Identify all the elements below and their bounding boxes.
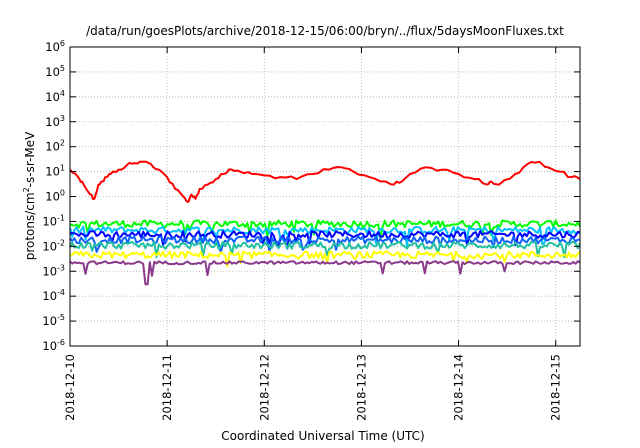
y-tick-exponent: 6	[60, 39, 65, 48]
y-tick-label: 10-2	[42, 238, 65, 253]
y-tick-label: 10-6	[42, 338, 65, 353]
x-tick-label: 2018-12-14	[452, 354, 466, 421]
x-tick-label: 2018-12-13	[354, 354, 368, 421]
y-tick-label: 101	[45, 164, 65, 179]
chart-title: /data/run/goesPlots/archive/2018-12-15/0…	[86, 24, 564, 38]
y-tick-base: 10	[45, 65, 60, 79]
y-tick-base: 10	[42, 264, 57, 278]
y-tick-exponent: -5	[57, 313, 65, 322]
y-tick-exponent: 3	[60, 114, 65, 123]
y-tick-base: 10	[45, 190, 60, 204]
y-tick-label: 100	[45, 189, 65, 204]
y-tick-exponent: -4	[57, 288, 65, 297]
y-tick-base: 10	[45, 40, 60, 54]
y-tick-exponent: -6	[57, 338, 65, 347]
y-tick-label: 10-1	[42, 213, 65, 228]
y-tick-label: 10-5	[42, 313, 65, 328]
grid-lines	[70, 47, 580, 346]
y-tick-label: 10-4	[42, 288, 65, 303]
y-tick-base: 10	[45, 90, 60, 104]
y-tick-exponent: 1	[60, 164, 65, 173]
y-tick-base: 10	[42, 214, 57, 228]
y-tick-label: 104	[45, 89, 65, 104]
y-tick-base: 10	[42, 289, 57, 303]
series-line	[69, 260, 581, 286]
y-tick-base: 10	[42, 239, 57, 253]
x-tick-label: 2018-12-15	[549, 354, 563, 421]
series-line	[69, 230, 581, 250]
y-tick-exponent: 5	[60, 64, 65, 73]
series-group	[69, 160, 581, 286]
series-line	[69, 250, 581, 268]
y-tick-exponent: -1	[57, 213, 65, 222]
y-tick-exponent: -2	[57, 238, 65, 247]
y-axis: 10-610-510-410-310-210-11001011021031041…	[42, 39, 580, 353]
y-tick-label: 10-3	[42, 263, 65, 278]
y-tick-base: 10	[45, 115, 60, 129]
y-tick-base: 10	[45, 165, 60, 179]
y-tick-exponent: -3	[57, 263, 65, 272]
y-tick-base: 10	[42, 339, 57, 353]
x-tick-label: 2018-12-12	[257, 354, 271, 421]
y-axis-label-suffix: -s-sr-MeV	[23, 131, 37, 187]
y-tick-label: 105	[45, 64, 65, 79]
y-tick-label: 106	[45, 39, 65, 54]
x-axis-label: Coordinated Universal Time (UTC)	[221, 429, 424, 443]
x-tick-label: 2018-12-11	[160, 354, 174, 421]
y-axis-label-sup: 2	[22, 187, 31, 192]
y-tick-exponent: 2	[60, 139, 65, 148]
y-tick-base: 10	[45, 140, 60, 154]
y-tick-exponent: 0	[60, 189, 65, 198]
series-line	[69, 240, 581, 259]
series-line	[69, 160, 581, 203]
y-axis-label-prefix: protons/cm	[23, 192, 37, 260]
x-tick-label: 2018-12-10	[63, 354, 77, 421]
x-axis: 2018-12-10 2018-12-11 2018-12-12 2018-12-13…	[63, 47, 563, 421]
series-line	[69, 219, 581, 240]
y-axis-label: protons/cm2-s-sr-MeV	[22, 131, 37, 260]
y-tick-exponent: 4	[60, 89, 65, 98]
y-tick-label: 102	[45, 139, 65, 154]
y-tick-label: 103	[45, 114, 65, 129]
series-line	[69, 225, 581, 247]
y-tick-base: 10	[42, 314, 57, 328]
